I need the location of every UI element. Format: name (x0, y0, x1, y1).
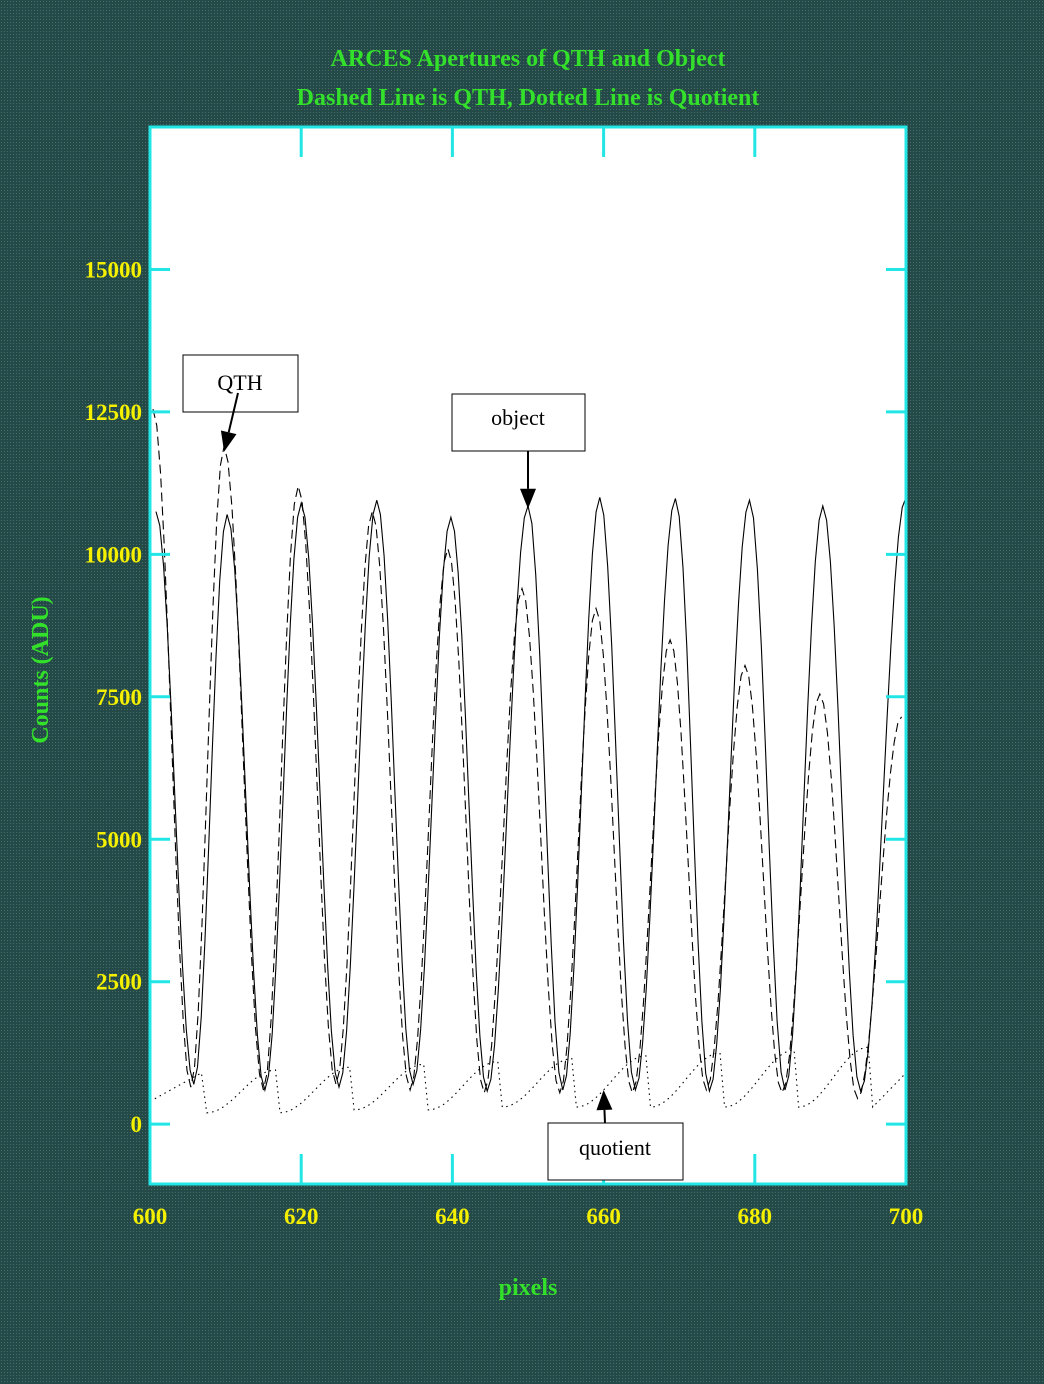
callout-qth-label: QTH (217, 370, 262, 395)
y-tick-label: 5000 (96, 827, 142, 852)
callout-object: object (451, 393, 586, 452)
x-tick-label: 600 (133, 1204, 168, 1229)
arrow-QTH (220, 392, 239, 452)
callout-object-box (451, 393, 586, 452)
callout-quotient-label: quotient (579, 1135, 651, 1160)
y-axis-title: Counts (ADU) (28, 596, 54, 743)
chart-title: ARCES Apertures of QTH and Object (331, 46, 726, 72)
arrow-quotient (596, 1089, 613, 1124)
x-tick-label: 620 (284, 1204, 319, 1229)
callout-qth: QTH (182, 354, 299, 413)
label-layer: 0 2500 5000 7500 10000 12500 15000 600 620 640 660… (85, 257, 924, 1229)
callout-quotient-box (547, 1122, 684, 1181)
plot-frame (148, 125, 908, 1186)
callout-quotient: quotient (547, 1122, 684, 1181)
y-tick-label: 7500 (96, 685, 142, 710)
y-tick-label: 10000 (85, 542, 143, 567)
arrow-object (520, 451, 536, 509)
y-tick-label: 0 (131, 1112, 143, 1137)
plot-area (150, 127, 906, 1184)
x-tick-label: 660 (586, 1204, 621, 1229)
x-tick-label: 640 (435, 1204, 470, 1229)
x-axis-title: pixels (499, 1275, 558, 1301)
chart-subtitle: Dashed Line is QTH, Dotted Line is Quoti… (297, 85, 760, 111)
x-tick-label: 680 (738, 1204, 773, 1229)
y-tick-label: 12500 (85, 400, 143, 425)
arrow-layer (220, 392, 613, 1124)
y-tick-label: 15000 (85, 257, 143, 282)
series-line-quotient (149, 1046, 907, 1114)
y-tick-label: 2500 (96, 970, 142, 995)
x-tick-label: 700 (889, 1204, 924, 1229)
series-line-qth (152, 408, 902, 1100)
callout-object-label: object (491, 405, 545, 430)
callout-qth-box (182, 354, 299, 413)
